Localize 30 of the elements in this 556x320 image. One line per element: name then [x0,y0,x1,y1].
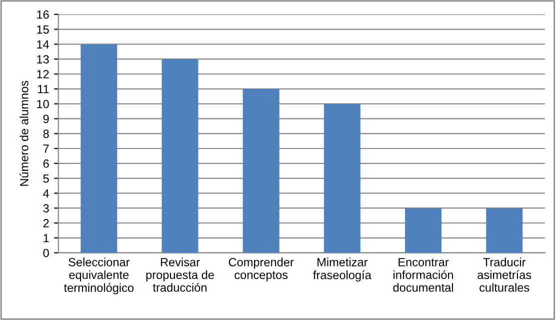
y-tick-label: 4 [43,189,50,198]
x-tick-label: Revisar propuesta de traducción [146,258,214,292]
y-tick-label: 2 [43,219,49,228]
y-tick-label: 10 [37,100,49,108]
x-tick-label: Traducir asimetrías culturales [478,258,532,292]
x-tick-label: Comprender conceptos [228,258,294,282]
bar [80,44,118,253]
y-tick-label: 16 [37,10,49,19]
y-tick-label: 1 [44,234,49,242]
bar [162,59,198,253]
bar [242,88,280,253]
y-tick-label: 5 [43,174,49,183]
bar [405,208,442,253]
y-tick-label: 13 [37,55,49,64]
x-tick-label: Mimetizar fraseología [313,258,372,282]
x-tick-label: Encontrar información documental [393,258,453,292]
y-tick-label: 9 [43,114,49,124]
y-tick-label: 7 [43,144,49,153]
bar [324,104,360,253]
y-axis-title: Número de alumnos [20,80,28,186]
y-tick-label: 15 [37,25,49,34]
x-tick-label: Seleccionar equivalente terminológico [64,258,134,294]
y-tick-label: 12 [37,70,49,78]
y-tick-label: 8 [43,130,49,138]
y-tick-label: 6 [43,159,49,168]
y-tick-label: 14 [37,40,50,48]
y-tick-label: 3 [43,204,49,212]
y-tick-label: 0 [43,248,49,258]
bar [486,208,523,253]
y-tick-label: 11 [38,85,49,94]
